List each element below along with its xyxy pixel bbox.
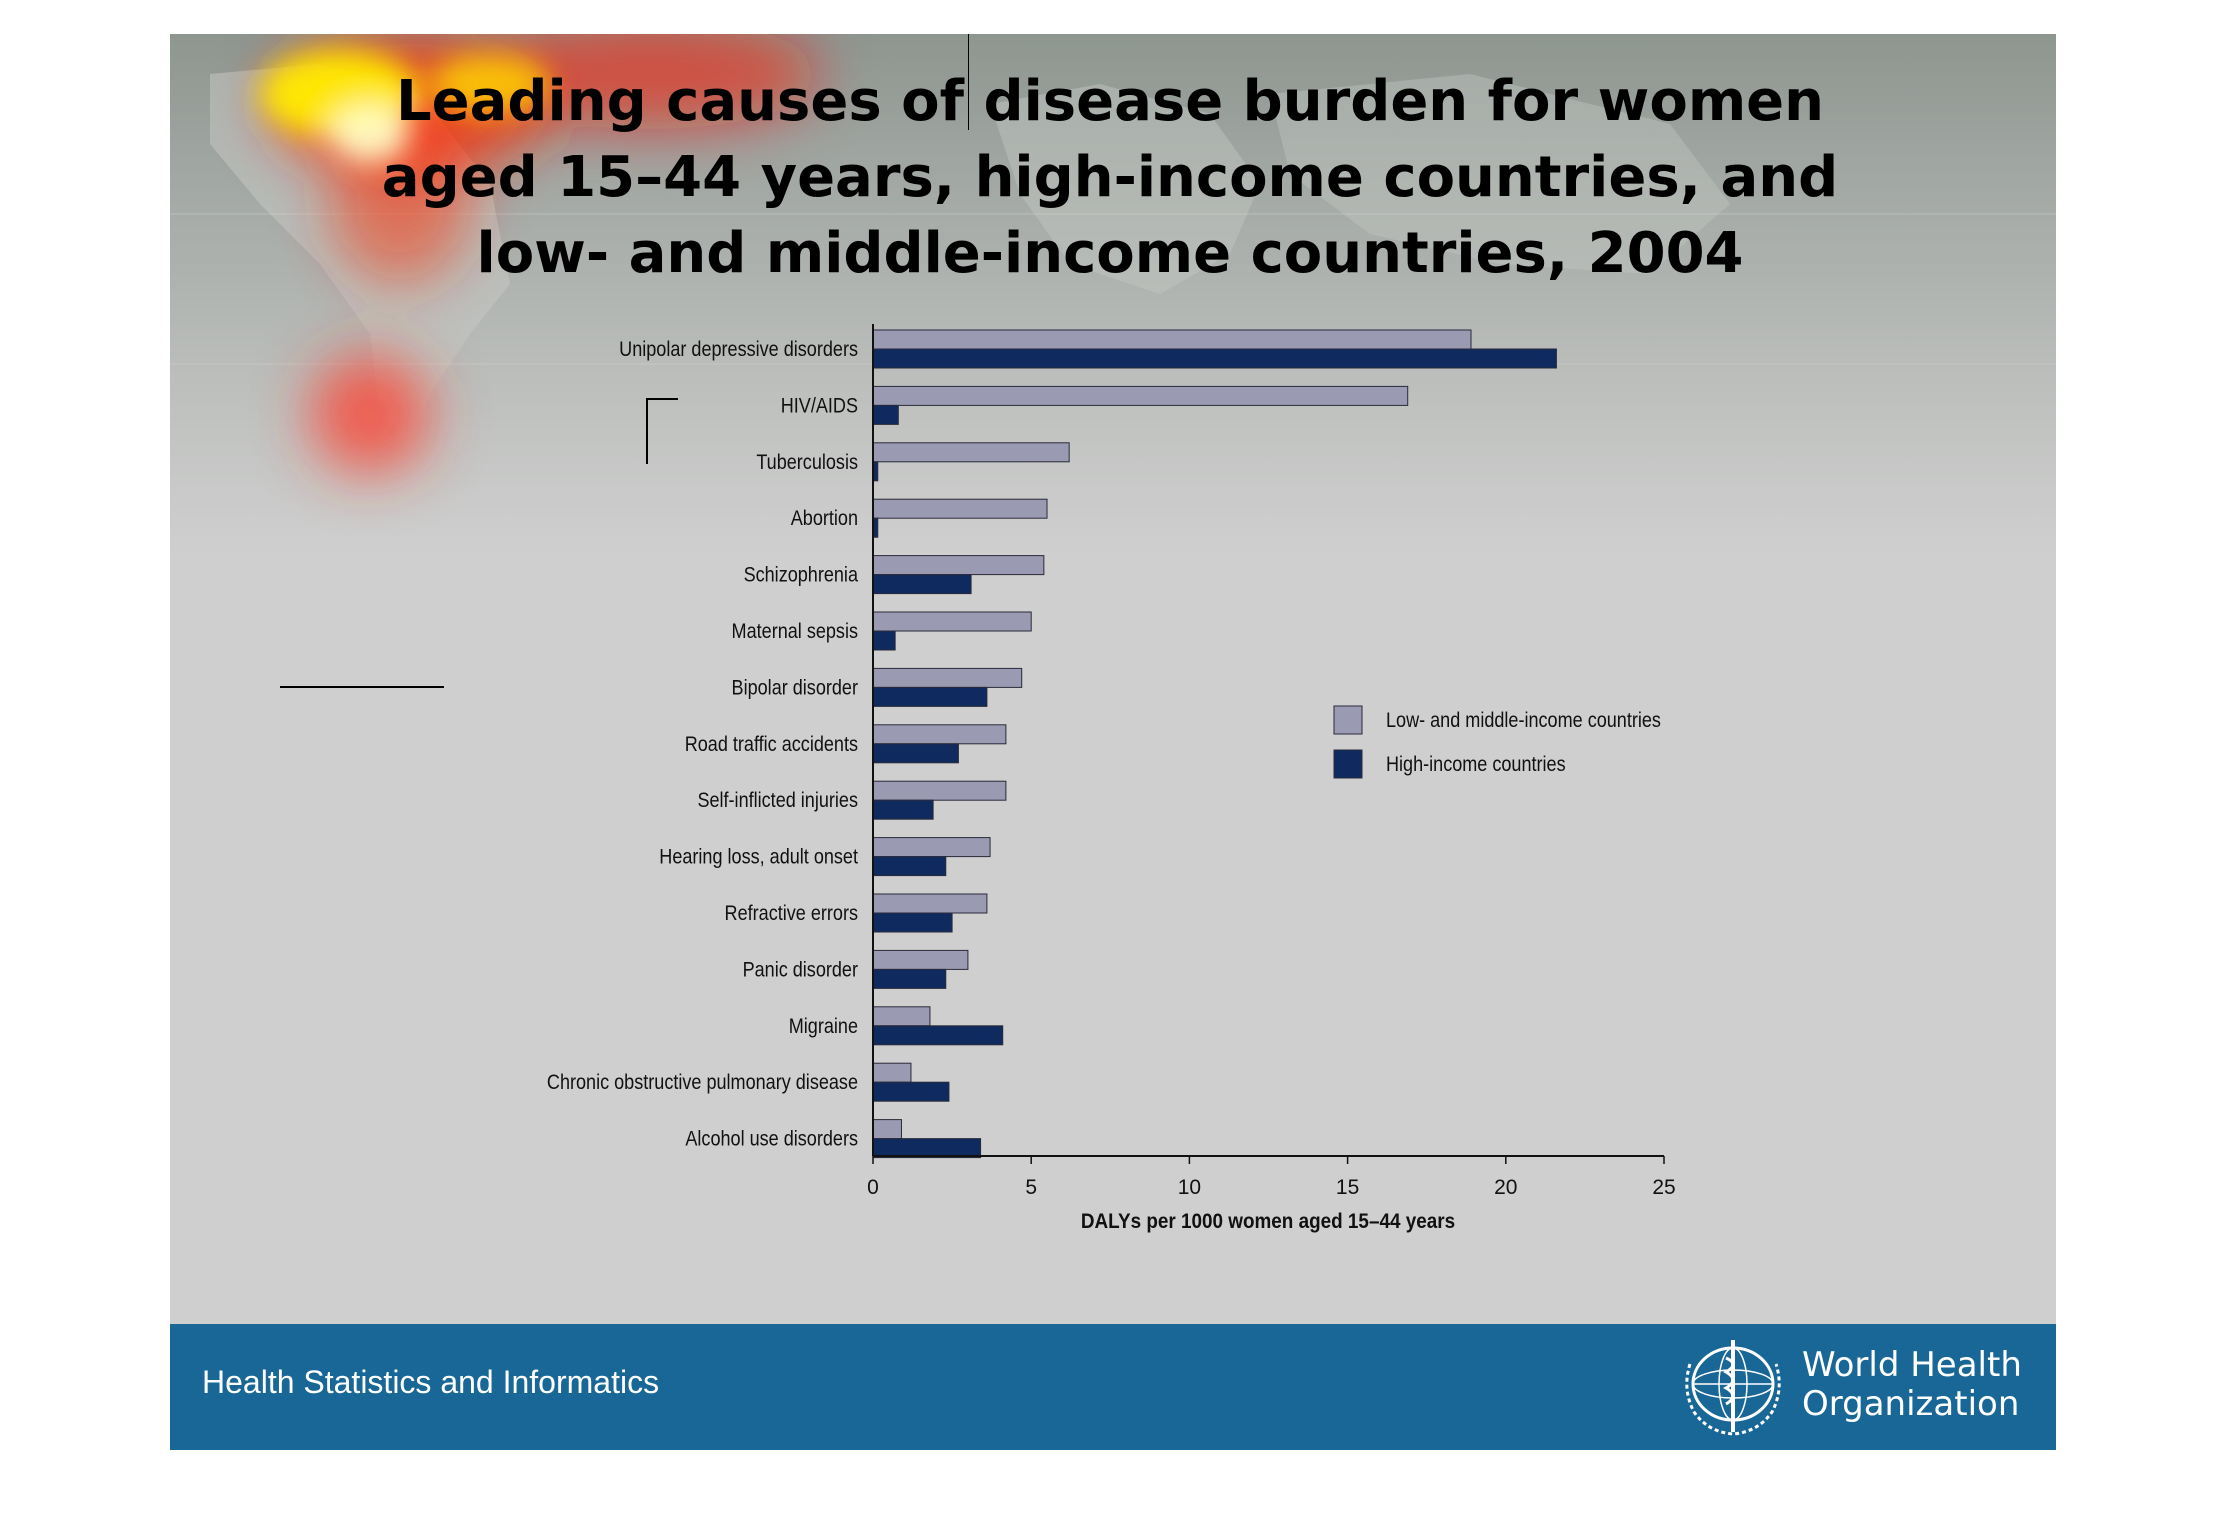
bar-panic-disorder-low-middle-income xyxy=(872,949,969,970)
category-label: Schizophrenia xyxy=(744,563,859,587)
bar-chart: Unipolar depressive disorders HIV/AIDS Tub… xyxy=(547,324,1676,1233)
x-axis-label: DALYs per 1000 women aged 15–44 years xyxy=(1081,1210,1455,1233)
bar-maternal-sepsis-high-income xyxy=(872,630,896,651)
category-label: Alcohol use disorders xyxy=(685,1127,858,1151)
category-label: Hearing loss, adult onset xyxy=(659,845,858,869)
slide-title: Leading causes of disease burden for wom… xyxy=(381,69,1839,286)
category-label: Panic disorder xyxy=(743,958,859,982)
category-label: Road traffic accidents xyxy=(685,733,858,757)
legend-label: High-income countries xyxy=(1386,753,1566,777)
bar-hearing-loss-adult-onset-high-income xyxy=(872,856,947,877)
category-label: Tuberculosis xyxy=(756,451,858,475)
category-label: Maternal sepsis xyxy=(732,620,859,644)
bar-abortion-low-middle-income xyxy=(872,498,1048,519)
bar-self-inflicted-injuries-high-income xyxy=(872,799,934,820)
legend-swatch xyxy=(1333,749,1363,779)
bar-schizophrenia-high-income xyxy=(872,574,972,595)
x-tick-label: 20 xyxy=(1494,1176,1517,1199)
bar-self-inflicted-injuries-low-middle-income xyxy=(872,780,1007,801)
decorative-horizontal-line xyxy=(280,686,444,688)
legend: Low- and middle-income countries High-inc… xyxy=(1333,705,1661,779)
legend-swatch xyxy=(1333,705,1363,735)
bar-refractive-errors-high-income xyxy=(872,912,953,933)
x-tick-label: 10 xyxy=(1178,1176,1201,1199)
bar-unipolar-depressive-disorders-low-middle-income xyxy=(872,329,1472,350)
who-logo-line-2: Organization xyxy=(1802,1384,2020,1424)
category-label: Unipolar depressive disorders xyxy=(619,338,858,362)
category-labels: Unipolar depressive disorders HIV/AIDS Tub… xyxy=(547,338,859,1151)
footer-text: Health Statistics and Informatics xyxy=(202,1364,660,1400)
bar-migraine-high-income xyxy=(872,1025,1004,1046)
bar-bipolar-disorder-low-middle-income xyxy=(872,667,1023,688)
category-label: HIV/AIDS xyxy=(781,394,858,418)
bar-alcohol-use-disorders-low-middle-income xyxy=(872,1119,902,1140)
category-label: Migraine xyxy=(789,1015,858,1039)
bar-chronic-obstructive-pulmonary-disease-high-income xyxy=(872,1081,950,1102)
category-label: Bipolar disorder xyxy=(732,676,859,700)
bar-panic-disorder-high-income xyxy=(872,968,947,989)
legend-label: Low- and middle-income countries xyxy=(1386,709,1661,733)
bar-hiv-aids-low-middle-income xyxy=(872,385,1409,406)
category-label: Self-inflicted injuries xyxy=(697,789,858,813)
x-tick-label: 5 xyxy=(1025,1176,1037,1199)
bar-bipolar-disorder-high-income xyxy=(872,686,988,707)
who-emblem-icon xyxy=(1685,1340,1781,1436)
slide: Leading causes of disease burden for wom… xyxy=(170,34,2056,1450)
who-logo-line-1: World Health xyxy=(1802,1345,2022,1385)
bar-chronic-obstructive-pulmonary-disease-low-middle-income xyxy=(872,1062,912,1083)
decorative-bracket-top xyxy=(646,398,678,400)
bar-alcohol-use-disorders-high-income xyxy=(872,1138,982,1159)
x-tick-label: 25 xyxy=(1652,1176,1675,1199)
bar-schizophrenia-low-middle-income xyxy=(872,555,1045,576)
x-ticks-group: 0 5 10 15 20 25 xyxy=(867,1156,1676,1199)
x-tick-label: 0 xyxy=(867,1176,879,1199)
bar-refractive-errors-low-middle-income xyxy=(872,893,988,914)
category-label: Abortion xyxy=(791,507,858,531)
category-label: Chronic obstructive pulmonary disease xyxy=(547,1071,858,1095)
bars-group xyxy=(872,329,1557,1159)
bar-road-traffic-accidents-high-income xyxy=(872,743,959,764)
category-label: Refractive errors xyxy=(725,902,859,926)
decorative-bracket-side xyxy=(646,398,648,464)
bar-migraine-low-middle-income xyxy=(872,1006,931,1027)
x-tick-label: 15 xyxy=(1336,1176,1359,1199)
bar-maternal-sepsis-low-middle-income xyxy=(872,611,1032,632)
who-logo-text: World Health Organization xyxy=(1802,1346,2022,1424)
bar-road-traffic-accidents-low-middle-income xyxy=(872,724,1007,745)
decorative-vertical-line xyxy=(968,34,969,130)
bar-tuberculosis-low-middle-income xyxy=(872,442,1070,463)
bar-hiv-aids-high-income xyxy=(872,404,899,425)
footer-bar: Health Statistics and Informatics World … xyxy=(170,1324,2056,1450)
bar-unipolar-depressive-disorders-high-income xyxy=(872,348,1557,369)
bar-hearing-loss-adult-onset-low-middle-income xyxy=(872,837,991,858)
